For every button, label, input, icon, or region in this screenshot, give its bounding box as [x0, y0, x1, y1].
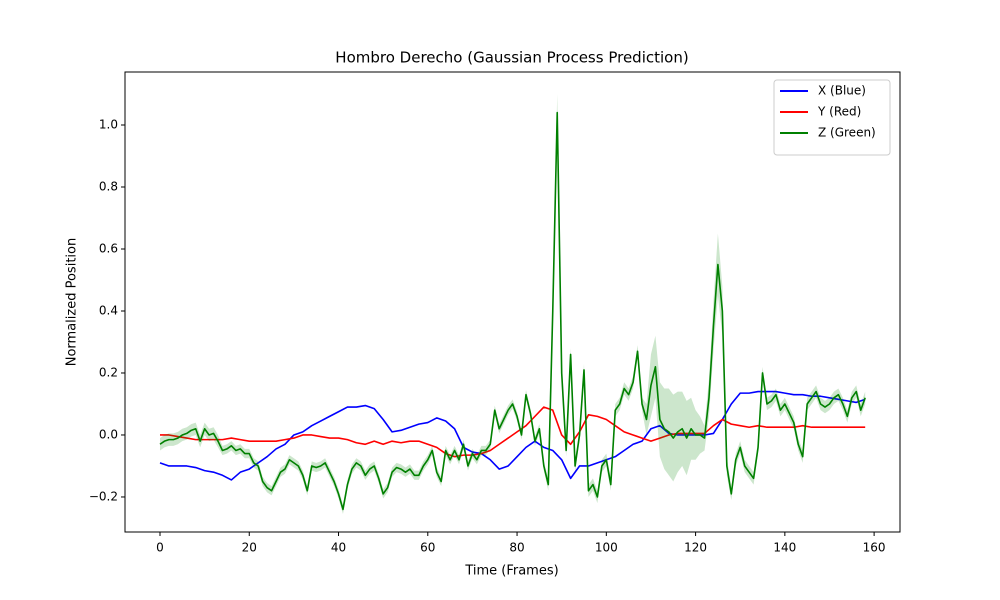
x-tick-label: 100: [595, 541, 618, 555]
y-axis-label: Normalized Position: [65, 238, 80, 366]
x-tick-label: 0: [156, 541, 164, 555]
legend-label: Z (Green): [818, 126, 876, 140]
data-line: [159, 111, 866, 511]
y-tick-label: 1.0: [99, 118, 118, 132]
x-tick-label: 120: [684, 541, 707, 555]
x-tick-label: 160: [863, 541, 886, 555]
y-tick-label: 0.6: [99, 241, 118, 255]
axes-frame: [124, 71, 901, 533]
confidence-band: [159, 94, 866, 515]
y-tick-label: 0.0: [99, 427, 118, 441]
y-tick-label: 0.2: [99, 365, 118, 379]
y-tick-label: −0.2: [89, 489, 118, 503]
x-tick-label: 40: [331, 541, 346, 555]
chart-title: Hombro Derecho (Gaussian Process Predict…: [335, 49, 688, 67]
legend-box: [773, 79, 891, 156]
x-tick-label: 20: [242, 541, 257, 555]
y-tick-label: 0.8: [99, 180, 118, 194]
x-axis-label: Time (Frames): [464, 564, 558, 579]
x-tick-label: 60: [420, 541, 435, 555]
x-tick-label: 140: [773, 541, 796, 555]
legend-label: Y (Red): [817, 105, 861, 119]
data-line: [159, 406, 866, 458]
y-tick-label: 0.4: [99, 303, 118, 317]
legend-label: X (Blue): [818, 84, 866, 98]
data-line: [159, 390, 866, 481]
x-tick-label: 80: [509, 541, 524, 555]
plot-area: [159, 94, 866, 515]
